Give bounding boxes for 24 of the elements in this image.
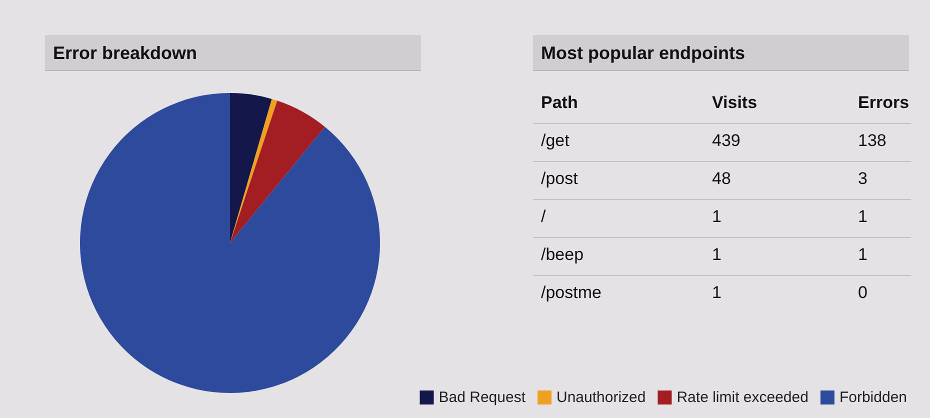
category-label: /post [541,169,578,189]
text: Path [541,93,578,113]
category-label: / [541,207,546,227]
text: Visits [712,93,758,113]
category-label: /beep [541,245,584,265]
data-label: 1 [858,207,868,227]
legend-label: Bad Request [438,389,526,406]
data-label: 1 [712,283,722,303]
data-label: 3 [858,169,868,189]
data-label: 1 [712,245,722,265]
text: Most popular endpoints [533,35,909,71]
data-label: 138 [858,131,886,151]
text: Errors [858,93,910,113]
legend-label: Forbidden [839,389,908,406]
data-label: 1 [712,207,722,227]
category-label: /get [541,131,570,151]
data-label: 0 [858,283,868,303]
category-label: /postme [541,283,602,303]
data-label: 439 [712,131,740,151]
legend-label: Rate limit exceeded [676,389,808,406]
data-label: 1 [858,245,868,265]
data-label: 48 [712,169,731,189]
legend-label: Unauthorized [556,389,646,406]
chart-title: Error breakdown [45,35,421,71]
